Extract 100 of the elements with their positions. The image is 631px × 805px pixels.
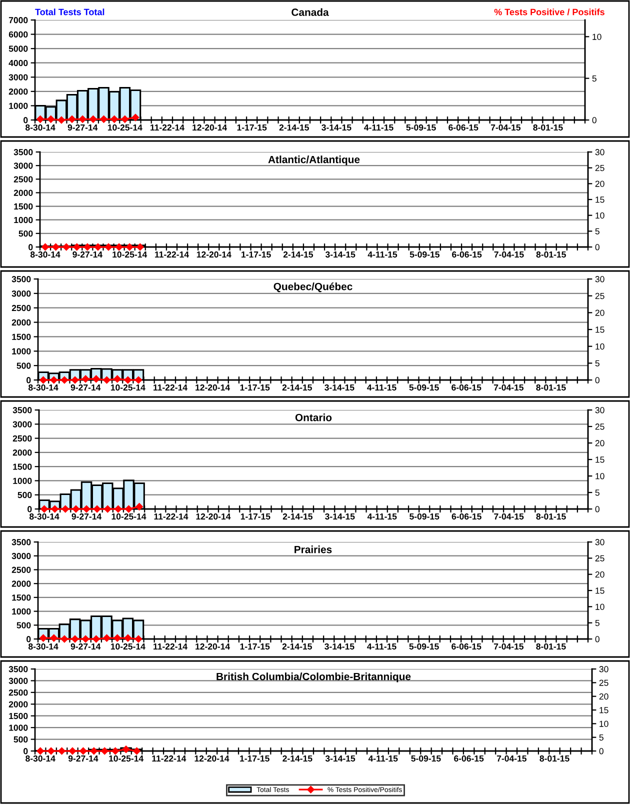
x-tick-label: 1-17-15 (240, 643, 270, 650)
x-tick-label: 8-30-14 (26, 755, 56, 762)
y-tick-label: 3000 (14, 162, 33, 169)
y-tick-label: 500 (14, 736, 28, 743)
x-tick-label: 12-20-14 (192, 124, 227, 131)
y2-tick-label: 5 (595, 360, 600, 366)
x-tick-label: 8-30-14 (29, 513, 60, 520)
y-tick-label: 4000 (8, 60, 28, 66)
y2-tick-label: 10 (596, 473, 604, 480)
x-tick-label: 11-22-14 (153, 643, 188, 650)
y-tick-label: 500 (16, 362, 31, 369)
y-tick-label: 2500 (12, 304, 31, 312)
y-tick-label: 1000 (12, 608, 31, 615)
y-tick-label: 3000 (12, 290, 31, 297)
x-tick-label: 12-20-14 (196, 513, 231, 520)
y-tick-label: 1500 (13, 464, 32, 470)
chart-title: Canada (292, 8, 329, 16)
y2-tick-label: 5 (595, 228, 600, 234)
y2-tick-label: 25 (595, 292, 604, 300)
y-tick-label: 3500 (12, 539, 31, 546)
x-tick-label: 3-14-15 (325, 755, 356, 762)
x-tick-label: 5-09-15 (410, 251, 440, 258)
x-tick-label: 7-04-15 (494, 251, 524, 258)
y-tick-label: 500 (16, 622, 31, 628)
y-tick-label: 1000 (9, 724, 28, 731)
y2-tick-label: 20 (595, 310, 604, 316)
x-tick-label: 12-20-14 (196, 251, 232, 258)
x-tick-label: 6-06-15 (454, 755, 484, 762)
x-tick-label: 4-11-15 (367, 643, 396, 650)
y-tick-label: 1500 (14, 203, 33, 210)
y-tick-label: 2000 (12, 319, 31, 326)
y2-tick-label: 30 (595, 276, 604, 282)
x-tick-label: 7-04-15 (494, 513, 524, 520)
y-tick-label: 0 (24, 748, 28, 754)
y2-tick-label: 15 (596, 588, 604, 594)
x-tick-label: 4-11-15 (367, 384, 396, 391)
y2-tick-label: 10 (596, 604, 604, 610)
y-tick-label: 0 (26, 377, 31, 384)
x-tick-label: 1-17-15 (242, 251, 271, 258)
chart-title: Prairies (294, 546, 332, 554)
x-tick-label: 6-06-15 (452, 643, 482, 650)
x-tick-label: 10-25-14 (112, 251, 148, 258)
x-tick-label: 2-14-15 (282, 513, 312, 520)
y-tick-label: 1500 (12, 594, 31, 601)
x-tick-label: 12-20-14 (196, 643, 230, 650)
x-tick-label: 8-01-15 (536, 643, 566, 650)
x-tick-label: 5-09-15 (409, 384, 439, 391)
x-tick-label: 9-27-14 (70, 384, 101, 391)
x-tick-label: 3-14-15 (325, 513, 355, 520)
x-tick-label: 7-04-15 (494, 643, 524, 650)
y-axis-title: Total Tests Total (35, 8, 104, 16)
x-tick-label: 1-17-15 (240, 384, 270, 391)
x-tick-label: 6-06-15 (452, 384, 482, 391)
x-tick-label: 2-14-15 (282, 384, 312, 391)
x-tick-label: 12-20-14 (194, 755, 230, 762)
y2-tick-label: 0 (595, 506, 600, 512)
y2-tick-label: 15 (596, 326, 604, 333)
x-tick-label: 7-04-15 (490, 124, 521, 131)
y2-tick-label: 10 (596, 343, 604, 350)
x-tick-label: 1-17-15 (240, 513, 270, 520)
y-tick-label: 3500 (12, 276, 31, 282)
y2-tick-label: 10 (592, 34, 602, 40)
y-tick-label: 3500 (8, 666, 28, 672)
y2-tick-label: 0 (599, 748, 604, 754)
y-tick-label: 2000 (12, 449, 32, 456)
y2-tick-label: 5 (592, 75, 596, 82)
x-tick-label: 1-17-15 (237, 124, 267, 131)
x-tick-label: 11-22-14 (155, 251, 189, 258)
y-tick-label: 3500 (12, 407, 32, 414)
x-tick-label: 3-14-15 (324, 643, 354, 650)
x-tick-label: 11-22-14 (153, 384, 188, 391)
y-tick-label: 3500 (14, 149, 33, 156)
y2-tick-label: 5 (595, 620, 600, 626)
x-tick-label: 3-14-15 (324, 384, 354, 391)
x-tick-label: 8-30-14 (25, 124, 56, 131)
y-tick-label: 500 (18, 492, 32, 498)
y2-tick-label: 15 (596, 196, 604, 203)
y2-tick-label: 30 (599, 666, 608, 672)
y2-tick-label: 30 (595, 149, 604, 156)
y-tick-label: 1000 (9, 102, 28, 109)
y-tick-label: 3000 (8, 678, 28, 684)
y2-tick-label: 30 (595, 539, 604, 546)
x-tick-label: 8-30-14 (30, 251, 60, 258)
x-tick-label: 6-06-15 (448, 124, 478, 131)
y-tick-label: 2500 (14, 176, 33, 182)
x-tick-label: 2-14-15 (283, 251, 314, 258)
y-tick-label: 6000 (8, 31, 28, 38)
y-tick-label: 0 (24, 117, 28, 124)
x-tick-label: 10-25-14 (110, 643, 146, 650)
x-tick-label: 8-30-14 (28, 643, 58, 650)
x-tick-label: 6-06-15 (452, 513, 482, 520)
x-tick-label: 4-11-15 (367, 513, 397, 520)
y2-axis-title: % Tests Positive / Positifs (494, 8, 604, 16)
y-tick-label: 1000 (14, 216, 33, 224)
y-tick-label: 2500 (12, 435, 32, 442)
x-tick-label: 11-22-14 (152, 755, 186, 762)
y2-tick-label: 25 (595, 164, 604, 172)
x-tick-label: 2-14-15 (279, 124, 309, 131)
y2-tick-label: 30 (595, 407, 604, 414)
y2-tick-label: 15 (596, 456, 604, 463)
